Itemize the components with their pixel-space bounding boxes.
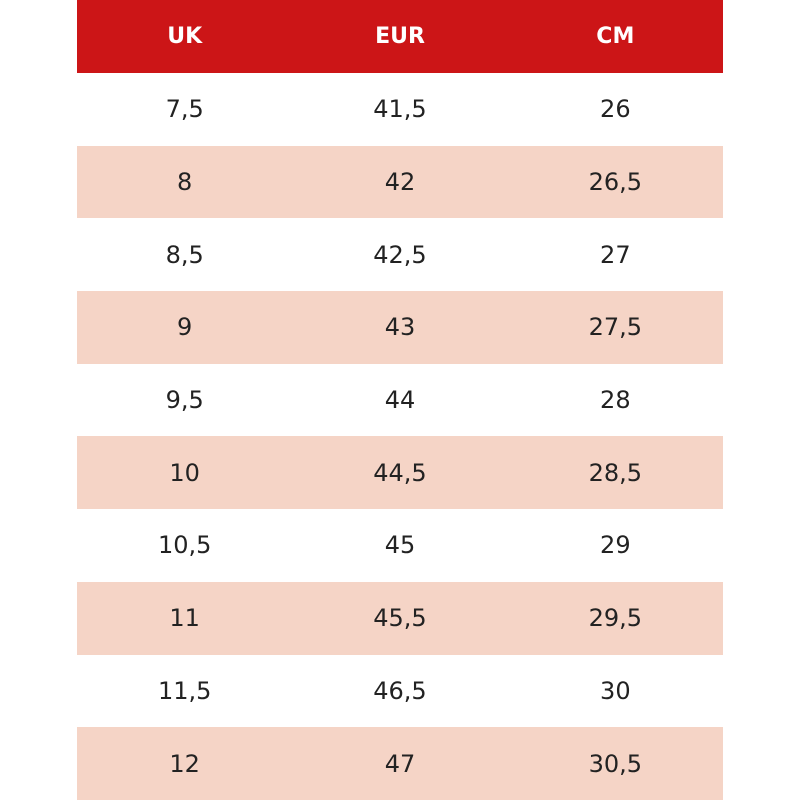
table-cell: 7,5 — [77, 73, 293, 146]
table-row: 7,5 41,5 26 — [77, 73, 723, 146]
table-header: UK EUR CM — [77, 0, 723, 73]
table-cell: 42,5 — [292, 218, 508, 292]
table-cell: 26,5 — [507, 145, 723, 219]
table-cell: 43 — [292, 291, 508, 364]
header-row: UK EUR CM — [77, 0, 723, 73]
table-cell: 27 — [507, 218, 723, 292]
header-cell: CM — [507, 0, 723, 73]
table-cell: 9 — [77, 291, 293, 364]
table-row: 10,5 45 29 — [77, 509, 723, 582]
table-body: 7,5 41,5 26 8 42 26,5 8,5 42,5 27 9 43 27,5 9,5 44 28 1… — [77, 73, 723, 800]
table-cell: 28,5 — [507, 436, 723, 510]
table-cell: 29 — [507, 509, 723, 582]
table-cell: 44 — [292, 363, 508, 437]
table-cell: 11,5 — [77, 654, 293, 728]
table-cell: 27,5 — [507, 291, 723, 364]
table-cell: 10,5 — [77, 509, 293, 582]
table-row: 11 45,5 29,5 — [77, 581, 723, 655]
table-cell: 29,5 — [507, 581, 723, 655]
table-cell: 47 — [292, 727, 508, 800]
table-row: 12 47 30,5 — [77, 727, 723, 800]
table-cell: 11 — [77, 581, 293, 655]
table-cell: 8 — [77, 145, 293, 219]
table-row: 9 43 27,5 — [77, 291, 723, 364]
header-cell: UK — [77, 0, 293, 73]
table-cell: 28 — [507, 363, 723, 437]
table-cell: 26 — [507, 73, 723, 146]
table-cell: 9,5 — [77, 363, 293, 437]
table-cell: 45,5 — [292, 581, 508, 655]
table-cell: 41,5 — [292, 73, 508, 146]
table-cell: 12 — [77, 727, 293, 800]
table-row: 8,5 42,5 27 — [77, 218, 723, 292]
table-cell: 42 — [292, 145, 508, 219]
table-cell: 46,5 — [292, 654, 508, 728]
size-table: UK EUR CM 7,5 41,5 26 8 42 26,5 8,5 42,5 27 9 43 27,5… — [77, 0, 723, 800]
header-cell: EUR — [292, 0, 508, 73]
table-row: 10 44,5 28,5 — [77, 436, 723, 510]
table-cell: 45 — [292, 509, 508, 582]
table-row: 11,5 46,5 30 — [77, 654, 723, 728]
table-cell: 30,5 — [507, 727, 723, 800]
table-cell: 10 — [77, 436, 293, 510]
table-cell: 30 — [507, 654, 723, 728]
table-cell: 44,5 — [292, 436, 508, 510]
table-cell: 8,5 — [77, 218, 293, 292]
table-row: 9,5 44 28 — [77, 363, 723, 437]
table-row: 8 42 26,5 — [77, 145, 723, 219]
